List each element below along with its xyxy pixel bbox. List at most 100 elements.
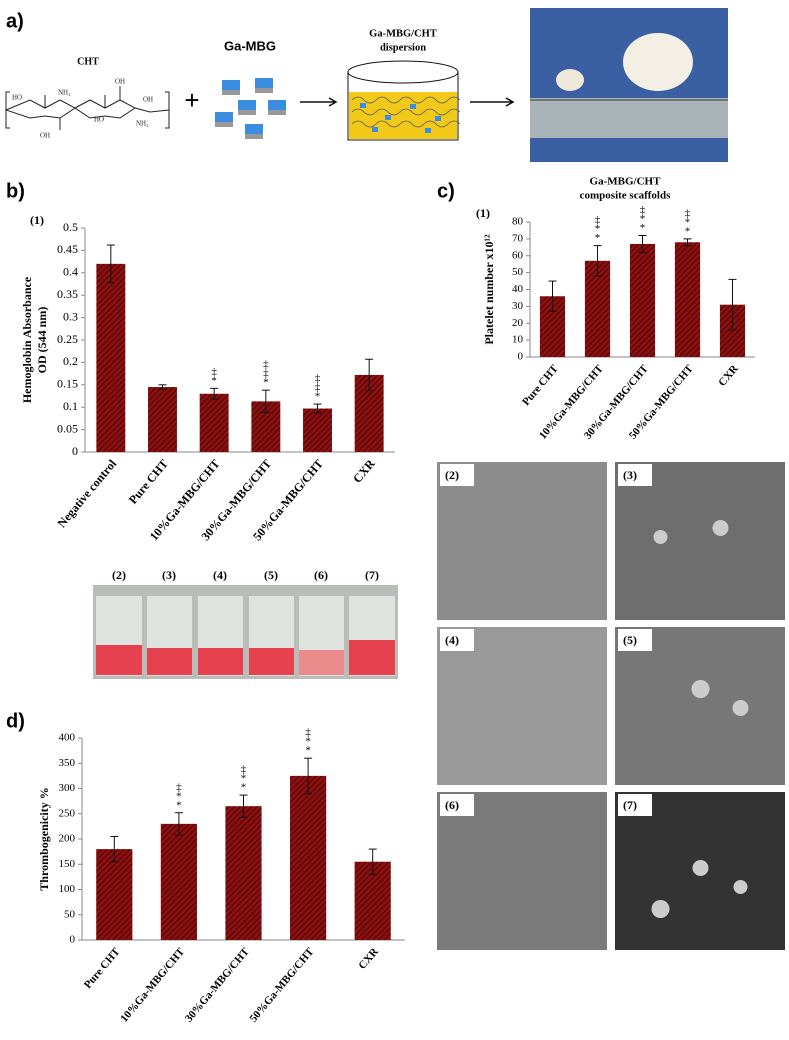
y-axis-label: Thrombogenicity % xyxy=(37,787,51,890)
y-tick-label: 100 xyxy=(59,883,76,895)
sem-label: (6) xyxy=(445,798,459,812)
y-tick-label: 0 xyxy=(70,934,76,946)
atom-label: OH xyxy=(115,78,125,86)
tube-label: (7) xyxy=(365,568,379,582)
ga-mbg-particles xyxy=(215,78,286,139)
x-tick-label: Pure CHT xyxy=(82,945,123,991)
scaffold-photo xyxy=(530,8,728,162)
panel-label: b) xyxy=(6,180,25,202)
significance-mark: * xyxy=(685,216,691,228)
significance-mark: * xyxy=(263,377,269,389)
significance-mark: ‡ xyxy=(595,214,601,226)
tube-label: (2) xyxy=(112,568,126,582)
x-tick-label: Negative control xyxy=(54,456,119,530)
y-tick-label: 50 xyxy=(64,908,76,920)
y-tick-label: 20 xyxy=(512,317,524,329)
sem-label: (2) xyxy=(445,468,459,482)
error-bar xyxy=(728,278,737,331)
dispersion-label: Ga-MBG/CHT xyxy=(369,28,437,39)
y-tick-label: 0.05 xyxy=(57,421,78,435)
y-tick-label: 0.45 xyxy=(57,242,78,256)
panel-label: c) xyxy=(437,180,455,202)
error-bar xyxy=(593,245,602,277)
significance-mark: * xyxy=(315,391,321,403)
y-tick-label: 0.15 xyxy=(57,377,78,391)
significance-mark: * xyxy=(685,225,691,237)
y-tick-label: 400 xyxy=(59,732,76,744)
x-tick-label: Pure CHT xyxy=(520,362,561,408)
sem-images xyxy=(437,462,785,950)
y-axis-label: Platelet number x10¹² xyxy=(482,234,496,345)
bar xyxy=(160,823,197,940)
y-axis-label: OD (544 nm) xyxy=(35,307,49,374)
bar xyxy=(148,387,177,452)
significance-mark: ‡ xyxy=(305,727,311,739)
y-tick-label: 0 xyxy=(518,351,524,363)
significance-mark: ‡ xyxy=(640,204,646,216)
significance-mark: * xyxy=(241,782,247,794)
bar xyxy=(584,260,611,357)
arrow xyxy=(300,97,338,107)
panel-label: a) xyxy=(6,10,24,32)
significance-mark: * xyxy=(176,790,182,802)
error-bar xyxy=(210,387,219,400)
y-tick-label: 350 xyxy=(59,757,76,769)
significance-mark: ‡ xyxy=(315,382,321,394)
significance-mark: ‡ xyxy=(211,366,217,378)
error-bar xyxy=(304,757,313,795)
error-bar xyxy=(313,403,322,414)
significance-mark: ‡ xyxy=(263,368,269,380)
error-bar xyxy=(239,794,248,818)
chart-title: composite scaffolds xyxy=(580,190,671,202)
significance-mark: * xyxy=(305,736,311,748)
significance-mark: * xyxy=(640,213,646,225)
bar xyxy=(629,243,656,357)
error-bar xyxy=(110,835,119,863)
y-tick-label: 80 xyxy=(512,216,524,228)
y-tick-label: 40 xyxy=(512,283,524,295)
bar xyxy=(674,242,701,357)
error-bar xyxy=(261,389,270,414)
error-bar xyxy=(368,848,377,875)
sem-label: (7) xyxy=(623,798,637,812)
arrow xyxy=(470,97,515,107)
x-tick-label: 50%Ga-MBG/CHT xyxy=(247,945,316,1024)
error-bar xyxy=(106,244,115,284)
y-tick-label: 10 xyxy=(512,334,524,346)
significance-mark: ‡ xyxy=(241,764,247,776)
dispersion-label: dispersion xyxy=(380,42,426,53)
bar xyxy=(199,393,229,452)
y-tick-label: 0.25 xyxy=(57,332,78,346)
y-tick-label: 70 xyxy=(512,232,524,244)
chart-title: Ga-MBG/CHT xyxy=(590,176,662,188)
x-tick-label: CXR xyxy=(716,362,741,389)
y-tick-label: 0.5 xyxy=(63,220,78,234)
bar xyxy=(303,408,332,452)
significance-mark: * xyxy=(305,745,311,757)
sem-label: (3) xyxy=(623,468,637,482)
sem-label: (5) xyxy=(623,633,637,647)
y-tick-label: 0.2 xyxy=(63,354,78,368)
x-tick-label: 30%Ga-MBG/CHT xyxy=(183,945,252,1024)
cht-molecule xyxy=(4,86,170,130)
y-tick-label: 0.1 xyxy=(63,399,78,413)
tube-label: (4) xyxy=(213,568,227,582)
x-tick-label: CXR xyxy=(350,456,378,485)
cht-label: CHT xyxy=(77,56,99,67)
y-tick-label: 0.35 xyxy=(57,287,78,301)
atom-label: NH₂ xyxy=(136,120,149,128)
y-tick-label: 0 xyxy=(72,444,78,458)
y-tick-label: 300 xyxy=(59,782,76,794)
y-axis-label: Hemoglobin Absorbance xyxy=(20,276,34,403)
x-tick-label: Pure CHT xyxy=(126,457,171,507)
significance-mark: ‡ xyxy=(263,359,269,371)
ga-mbg-label: Ga-MBG xyxy=(224,38,276,53)
bar xyxy=(96,849,133,940)
panel-label: d) xyxy=(6,710,25,732)
significance-mark: ‡ xyxy=(685,207,691,219)
sem-label: (4) xyxy=(445,633,459,647)
bar xyxy=(290,775,327,940)
chart-sublabel: (1) xyxy=(30,213,44,227)
significance-mark: * xyxy=(640,222,646,234)
